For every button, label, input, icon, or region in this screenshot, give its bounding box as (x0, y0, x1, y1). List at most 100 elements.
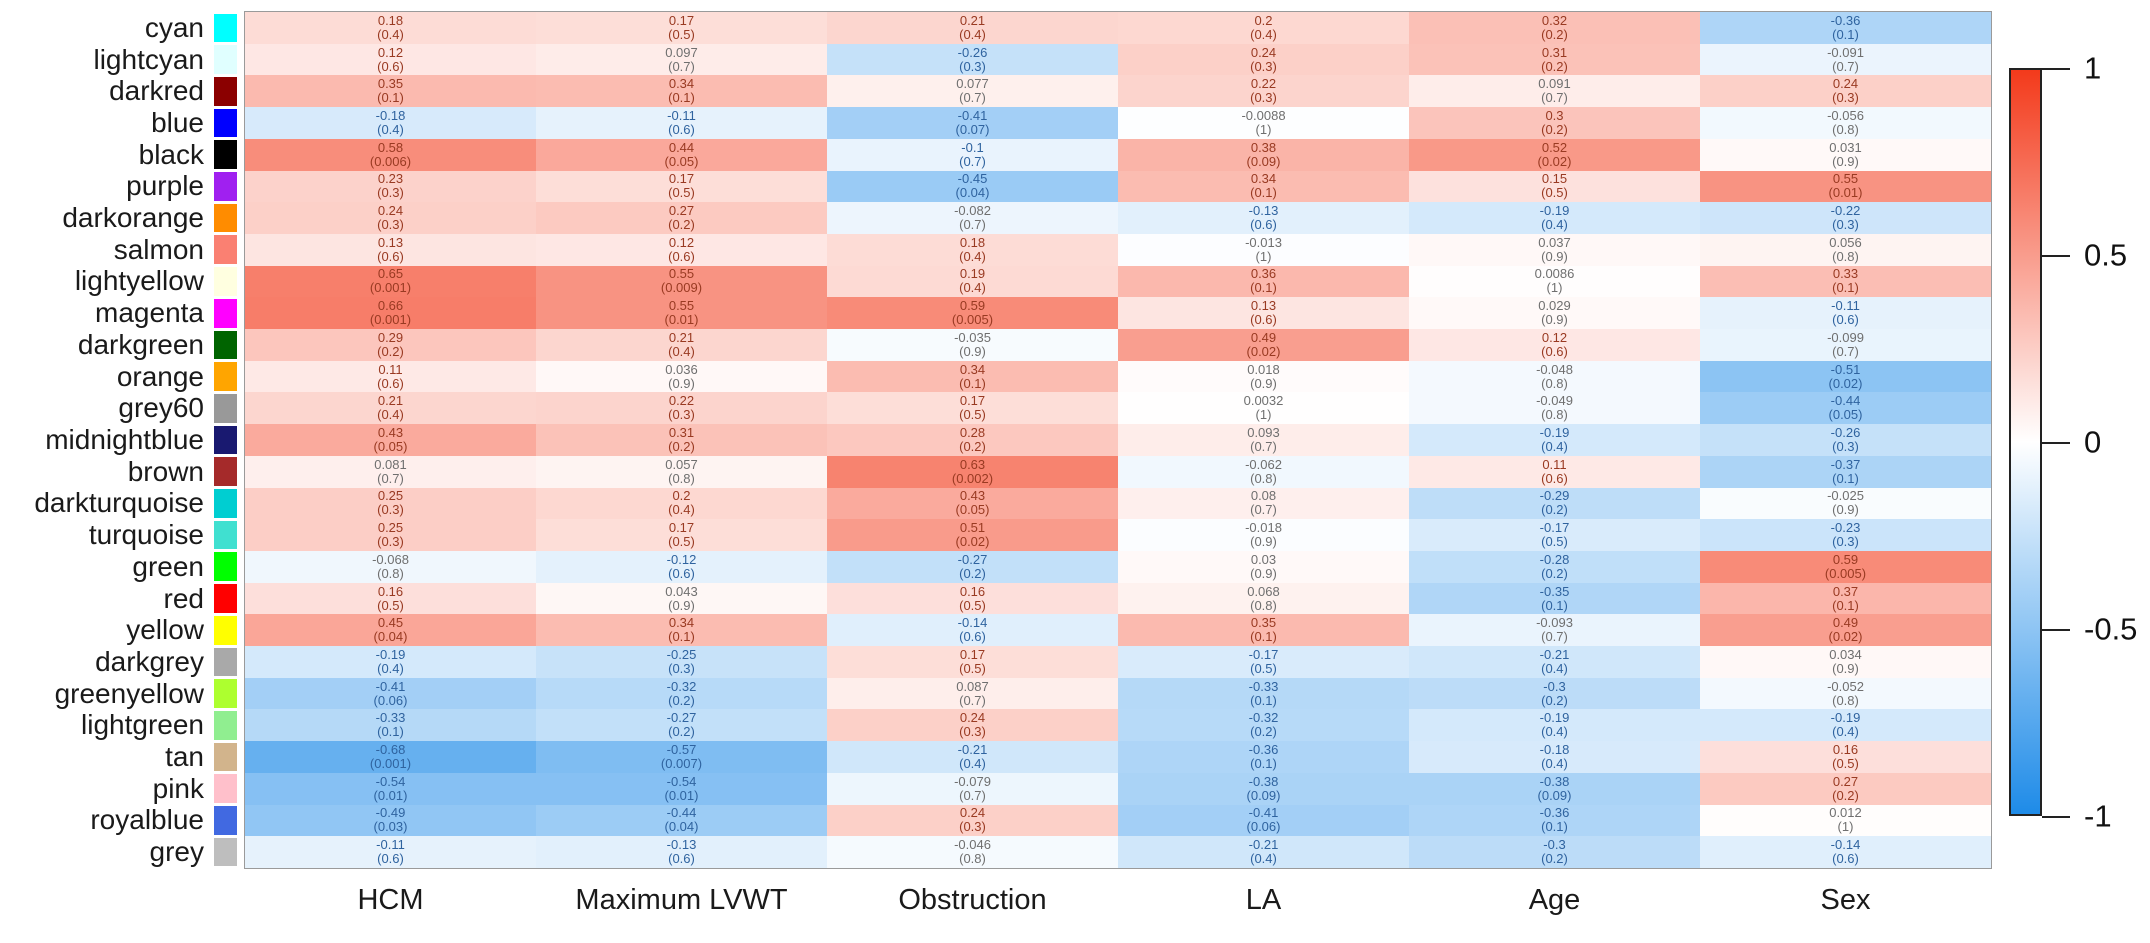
cell-correlation-value: -0.056 (1827, 107, 1864, 123)
cell-correlation-value: 0.0086 (1534, 266, 1575, 282)
cell-correlation-value: -0.19 (1830, 710, 1861, 726)
heatmap-cell: 0.35 (0.1) (1118, 614, 1409, 647)
cell-p-value: (0.09) (1246, 153, 1281, 169)
cell-p-value: (0.1) (1250, 629, 1277, 645)
heatmap-cell: -0.44 (0.04) (536, 804, 827, 837)
cell-correlation-value: 0.034 (1829, 646, 1862, 662)
cell-p-value: (0.001) (369, 756, 412, 772)
heatmap-cell: 0.49 (0.02) (1700, 614, 1991, 647)
cell-correlation-value: -0.14 (1830, 837, 1861, 853)
cell-p-value: (1) (1255, 407, 1272, 423)
colorbar-tick (2042, 68, 2070, 70)
cell-correlation-value: 0.029 (1538, 298, 1571, 314)
heatmap-cell: -0.21 (0.4) (1409, 646, 1700, 678)
heatmap-cell: -0.57 (0.007) (536, 741, 827, 773)
cell-p-value: (1) (1837, 819, 1854, 835)
heatmap-cell: 0.15 (0.5) (1409, 170, 1700, 203)
cell-p-value: (0.1) (1832, 26, 1859, 42)
cell-correlation-value: 0.11 (1542, 456, 1567, 472)
cell-correlation-value: 0.27 (1832, 773, 1859, 789)
cell-correlation-value: 0.63 (959, 456, 986, 472)
cell-correlation-value: 0.34 (1250, 171, 1277, 187)
cell-correlation-value: -0.33 (1248, 678, 1279, 694)
trait-label-hcm: HCM (357, 884, 424, 916)
cell-correlation-value: 0.037 (1538, 234, 1571, 250)
cell-correlation-value: 0.23 (377, 171, 404, 187)
cell-p-value: (0.9) (668, 597, 695, 613)
module-swatch-black (214, 140, 237, 170)
heatmap-cell: -0.11 (0.6) (245, 836, 536, 868)
cell-p-value: (0.6) (668, 248, 695, 264)
module-swatch-tan (214, 742, 237, 772)
heatmap-cell: 0.056 (0.8) (1700, 233, 1991, 266)
colorbar-tick-label: -0.5 (2084, 611, 2138, 647)
module-label-blue: blue (151, 106, 204, 138)
cell-p-value: (0.8) (1250, 470, 1277, 486)
module-swatch-darkturquoise (214, 489, 237, 518)
cell-correlation-value: 0.34 (959, 361, 986, 377)
cell-p-value: (0.06) (1246, 819, 1281, 835)
cell-correlation-value: 0.08 (1250, 488, 1277, 504)
cell-p-value: (0.8) (377, 565, 404, 581)
module-swatch-blue (214, 108, 237, 138)
cell-p-value: (0.8) (959, 851, 986, 867)
cell-p-value: (0.001) (369, 312, 412, 328)
heatmap-cell: -0.17 (0.5) (1409, 519, 1700, 551)
heatmap-cell: 0.36 (0.1) (1118, 265, 1409, 298)
cell-p-value: (0.05) (1828, 407, 1863, 423)
heatmap-cell: -0.19 (0.4) (245, 646, 536, 678)
cell-p-value: (0.007) (660, 756, 703, 772)
heatmap-cell: -0.17 (0.5) (1118, 646, 1409, 678)
cell-correlation-value: 0.45 (377, 615, 404, 631)
cell-correlation-value: -0.099 (1827, 329, 1864, 345)
cell-correlation-value: -0.13 (666, 837, 697, 853)
cell-correlation-value: 0.03 (1250, 551, 1277, 567)
cell-p-value: (0.6) (1541, 343, 1568, 359)
cell-p-value: (0.4) (1250, 851, 1277, 867)
cell-p-value: (0.006) (369, 153, 412, 169)
cell-correlation-value: 0.65 (377, 266, 404, 282)
cell-p-value: (0.002) (951, 470, 994, 486)
cell-correlation-value: 0.59 (1832, 551, 1859, 567)
module-swatch-lightyellow (214, 267, 237, 296)
cell-correlation-value: 0.3 (1545, 107, 1564, 123)
cell-correlation-value: 0.35 (377, 76, 404, 92)
cell-p-value: (0.9) (959, 343, 986, 359)
cell-p-value: (0.01) (664, 787, 699, 803)
cell-p-value: (0.1) (1250, 756, 1277, 772)
heatmap-cell: 0.093 (0.7) (1118, 424, 1409, 456)
cell-correlation-value: -0.25 (666, 646, 697, 662)
cell-correlation-value: 0.17 (959, 393, 986, 409)
cell-p-value: (0.2) (1541, 565, 1568, 581)
heatmap-cell: 0.38 (0.09) (1118, 138, 1409, 171)
cell-p-value: (0.1) (377, 90, 404, 106)
cell-correlation-value: -0.14 (957, 615, 988, 631)
cell-p-value: (0.1) (668, 90, 695, 106)
heatmap-cell: -0.26 (0.3) (827, 43, 1118, 76)
heatmap-cell: -0.28 (0.2) (1409, 550, 1700, 583)
heatmap-cell: -0.54 (0.01) (245, 772, 536, 805)
module-swatch-purple (214, 172, 237, 201)
cell-p-value: (0.009) (660, 280, 703, 296)
module-label-green: green (132, 550, 204, 582)
module-swatch-green (214, 552, 237, 582)
heatmap-cell: -0.36 (0.1) (1700, 12, 1991, 44)
heatmap-cell: -0.29 (0.2) (1409, 487, 1700, 520)
module-swatch-darkorange (214, 203, 237, 233)
cell-correlation-value: -0.082 (954, 203, 991, 219)
module-swatch-cyan (214, 13, 237, 43)
heatmap-cell: 0.08 (0.7) (1118, 487, 1409, 520)
module-color-swatch-column (214, 12, 237, 868)
heatmap-cell: -0.18 (0.4) (1409, 741, 1700, 773)
heatmap-cell: 0.16 (0.5) (1700, 741, 1991, 773)
heatmap-cell: -0.099 (0.7) (1700, 329, 1991, 361)
cell-correlation-value: 0.31 (668, 424, 695, 440)
heatmap-cell: -0.035 (0.9) (827, 329, 1118, 361)
heatmap-cell: 0.068 (0.8) (1118, 582, 1409, 615)
heatmap-cell: -0.082 (0.7) (827, 202, 1118, 234)
module-label-grey60: grey60 (118, 392, 204, 424)
cell-p-value: (0.3) (1832, 217, 1859, 233)
module-label-salmon: salmon (113, 233, 204, 265)
cell-p-value: (0.7) (1250, 438, 1277, 454)
heatmap-cell: 0.49 (0.02) (1118, 329, 1409, 361)
